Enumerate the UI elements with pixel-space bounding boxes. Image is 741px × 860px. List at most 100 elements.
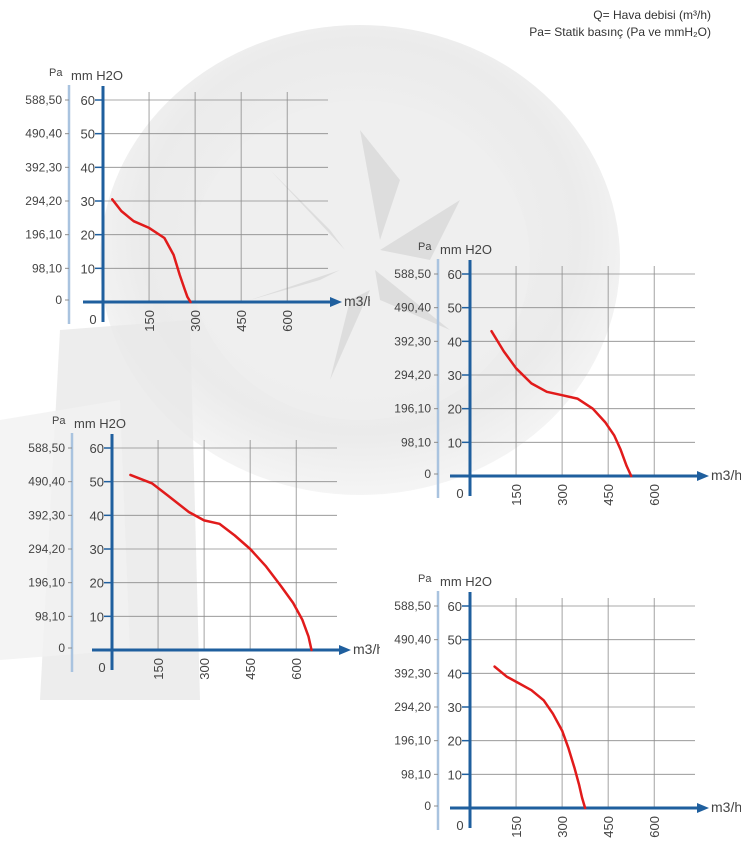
x-zero-label: 0 (456, 818, 463, 833)
y-tick-label: 50 (81, 127, 95, 142)
pa-tick-label: 588,50 (25, 93, 62, 107)
x-tick-label: 150 (142, 310, 157, 332)
pa-tick-label: 0 (55, 293, 62, 307)
y-tick-label: 60 (448, 267, 462, 282)
x-tick-label: 450 (234, 310, 249, 332)
pa-unit-label: Pa (418, 241, 432, 253)
pa-tick-label: 294,20 (394, 368, 431, 382)
x-tick-label: 600 (647, 816, 662, 838)
y-tick-label: 30 (90, 542, 104, 557)
y-tick-label: 60 (448, 599, 462, 614)
x-tick-label: 300 (555, 484, 570, 506)
pa-unit-label: Pa (49, 67, 63, 79)
x-tick-label: 450 (243, 658, 258, 680)
x-tick-label: 450 (601, 816, 616, 838)
pa-tick-label: 490,40 (28, 475, 65, 489)
x-tick-label: 600 (289, 658, 304, 680)
pa-tick-label: 392,30 (394, 334, 431, 348)
pa-tick-label: 294,20 (25, 194, 62, 208)
y-tick-label: 50 (448, 301, 462, 316)
pa-tick-label: 98,10 (35, 609, 65, 623)
pa-tick-label: 392,30 (394, 666, 431, 680)
x-tick-label: 600 (647, 484, 662, 506)
y-tick-label: 40 (81, 160, 95, 175)
legend-pressure: Pa= Statik basınç (Pa ve mmH₂O) (529, 25, 711, 39)
y-tick-label: 10 (90, 609, 104, 624)
y-tick-label: 40 (448, 666, 462, 681)
y-tick-label: 20 (90, 576, 104, 591)
x-axis-arrow (697, 471, 709, 481)
y-tick-label: 10 (448, 767, 462, 782)
performance-curve (493, 665, 587, 810)
x-tick-label: 150 (509, 816, 524, 838)
x-axis-arrow (697, 803, 709, 813)
x-tick-label: 600 (280, 310, 295, 332)
x-axis-arrow (330, 297, 342, 307)
pa-unit-label: Pa (52, 415, 66, 427)
x-tick-label: 300 (188, 310, 203, 332)
y-tick-label: 50 (448, 633, 462, 648)
pa-tick-label: 588,50 (394, 599, 431, 613)
performance-curve (110, 198, 192, 304)
mm-unit-label: mm H2O (71, 68, 123, 83)
pa-tick-label: 196,10 (394, 734, 431, 748)
y-tick-label: 30 (448, 700, 462, 715)
x-tick-label: 150 (151, 658, 166, 680)
y-tick-label: 10 (448, 435, 462, 450)
x-tick-label: 300 (555, 816, 570, 838)
y-tick-label: 60 (81, 93, 95, 108)
pa-tick-label: 0 (424, 799, 431, 813)
pa-tick-label: 294,20 (28, 542, 65, 556)
pa-tick-label: 98,10 (401, 767, 431, 781)
y-tick-label: 20 (81, 228, 95, 243)
x-unit-label: m3/h (344, 293, 370, 309)
pa-tick-label: 588,50 (28, 441, 65, 455)
y-tick-label: 30 (81, 194, 95, 209)
pa-unit-label: Pa (418, 573, 432, 585)
x-tick-label: 150 (509, 484, 524, 506)
chart-fan-3: 0 98,10 196,10 294,20 392,30 490,40 588,50 10 20… (28, 415, 380, 680)
x-axis-arrow (339, 645, 351, 655)
x-zero-label: 0 (89, 312, 96, 327)
y-tick-label: 50 (90, 475, 104, 490)
y-tick-label: 30 (448, 368, 462, 383)
pa-tick-label: 0 (424, 467, 431, 481)
pa-tick-label: 196,10 (28, 576, 65, 590)
pa-tick-label: 490,40 (394, 301, 431, 315)
x-unit-label: m3/h (353, 641, 380, 657)
chart-fan-4: 0 98,10 196,10 294,20 392,30 490,40 588,50 10 20… (394, 573, 741, 838)
pa-tick-label: 196,10 (25, 228, 62, 242)
mm-unit-label: mm H2O (74, 416, 126, 431)
x-zero-label: 0 (456, 486, 463, 501)
mm-unit-label: mm H2O (440, 242, 492, 257)
y-tick-label: 60 (90, 441, 104, 456)
pa-tick-label: 392,30 (28, 508, 65, 522)
performance-curve (490, 329, 633, 478)
pa-tick-label: 294,20 (394, 700, 431, 714)
pa-tick-label: 392,30 (25, 160, 62, 174)
x-zero-label: 0 (98, 660, 105, 675)
legend-flow: Q= Hava debisi (m³/h) (593, 8, 711, 22)
pa-tick-label: 196,10 (394, 402, 431, 416)
x-unit-label: m3/h (711, 799, 741, 815)
chart-fan-2: 0 98,10 196,10 294,20 392,30 490,40 588,50 10 20… (394, 241, 741, 506)
pa-tick-label: 98,10 (401, 435, 431, 449)
y-tick-label: 10 (81, 261, 95, 276)
y-tick-label: 20 (448, 734, 462, 749)
pa-tick-label: 98,10 (32, 261, 62, 275)
pa-tick-label: 0 (58, 641, 65, 655)
y-tick-label: 20 (448, 402, 462, 417)
x-tick-label: 300 (197, 658, 212, 680)
chart-fan-1: 0 98,10 196,10 294,20 392,30 490,40 588,50 10 20… (25, 67, 370, 332)
pa-tick-label: 588,50 (394, 267, 431, 281)
y-tick-label: 40 (448, 334, 462, 349)
x-unit-label: m3/h (711, 467, 741, 483)
mm-unit-label: mm H2O (440, 574, 492, 589)
pa-tick-label: 490,40 (394, 633, 431, 647)
x-tick-label: 450 (601, 484, 616, 506)
performance-curve (129, 473, 313, 652)
y-tick-label: 40 (90, 508, 104, 523)
pa-tick-label: 490,40 (25, 127, 62, 141)
